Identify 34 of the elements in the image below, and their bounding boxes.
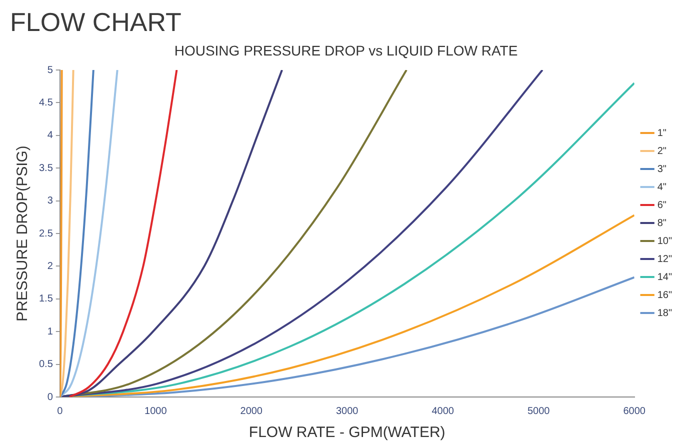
x-tick-label: 5000: [527, 406, 550, 417]
x-tick-label: 6000: [623, 406, 646, 417]
legend-label: 8": [657, 218, 667, 229]
y-tick-label: 1: [47, 326, 54, 338]
legend-label: 3": [657, 164, 667, 175]
legend-label: 16": [657, 290, 672, 301]
x-tick-label: 2000: [240, 406, 263, 417]
legend-label: 6": [657, 200, 667, 211]
x-tick-label: 0: [57, 406, 64, 417]
x-tick-label: 1000: [144, 406, 168, 417]
y-tick-label: 1.5: [38, 294, 54, 305]
y-tick-label: 0.5: [38, 359, 54, 370]
x-axis-title: FLOW RATE - GPM(WATER): [248, 424, 446, 442]
y-tick-label: 4: [47, 130, 54, 142]
y-tick-label: 3: [47, 196, 54, 207]
y-tick-label: 2.5: [38, 228, 54, 240]
x-tick-label: 4000: [432, 406, 454, 417]
y-axis-title: PRESSURE DROP(PSIG): [14, 146, 32, 322]
chart-title: FLOW CHART: [10, 6, 182, 37]
y-tick-label: 5: [47, 64, 54, 76]
legend-label: 12": [657, 254, 672, 265]
y-tick-label: 4.5: [38, 97, 54, 108]
line-series: [68, 70, 178, 397]
x-tick-label: 3000: [336, 406, 359, 417]
legend-label: 1": [657, 128, 667, 139]
legend-label: 18": [657, 308, 672, 319]
chart-subtitle: HOUSING PRESSURE DROP vs LIQUID FLOW RATE: [174, 42, 518, 58]
y-tick-label: 0: [47, 392, 54, 403]
legend-label: 14": [657, 272, 672, 283]
legend-label: 10": [657, 236, 672, 247]
y-tick-label: 3.5: [38, 162, 54, 174]
legend-label: 4": [657, 182, 667, 193]
legend-label: 2": [657, 146, 667, 157]
y-tick-label: 2: [47, 260, 54, 272]
